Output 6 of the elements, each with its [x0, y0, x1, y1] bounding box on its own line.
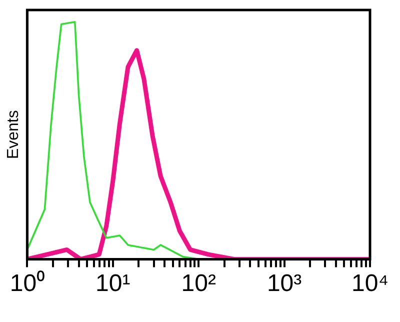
x-tick-label: 10² — [181, 270, 216, 298]
x-tick-label: 10³ — [266, 270, 302, 298]
x-tick-label: 10¹ — [96, 270, 130, 298]
y-axis-title: Events — [5, 110, 22, 160]
x-tick-label: 10⁴ — [351, 270, 389, 298]
x-tick-label: 10⁰ — [10, 270, 45, 298]
